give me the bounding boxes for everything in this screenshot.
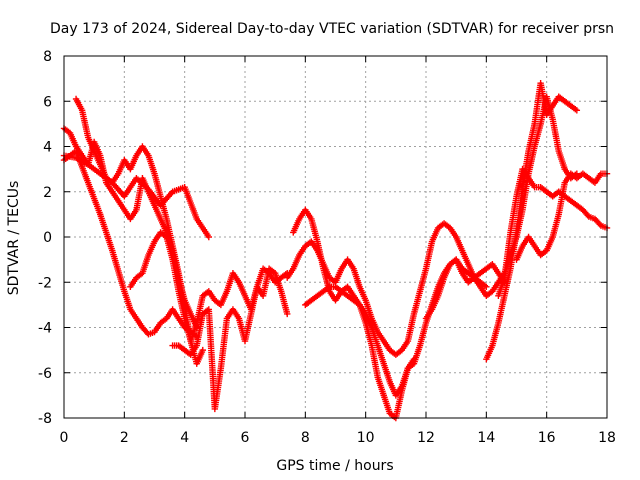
y-tick-label: 2 [43,185,52,201]
x-tick-label: 6 [241,430,250,446]
data-point-marker [199,346,206,354]
data-points [60,79,611,422]
x-axis-label: GPS time / hours [276,458,393,474]
series-track-4 [60,147,200,340]
axis-ticks: 0 2 4 6 8 10 12 14 16 18 -8 -6 -4 -2 0 2 4 6 8 [38,49,616,446]
data-point-marker [584,212,591,219]
series-track-13 [513,170,611,263]
y-tick-label: -2 [38,275,52,291]
x-tick-label: 0 [60,430,69,446]
x-tick-label: 18 [598,430,616,446]
y-tick-label: 4 [43,140,52,156]
x-tick-label: 10 [357,430,375,446]
x-tick-label: 2 [120,430,129,446]
data-point-marker [284,310,291,318]
data-point-marker [205,233,212,241]
data-point-marker [483,283,490,290]
y-tick-label: 6 [43,94,52,110]
x-tick-label: 4 [180,430,189,446]
x-tick-label: 16 [538,430,556,446]
y-tick-label: -4 [38,321,52,337]
series-track-6 [169,265,291,413]
y-tick-label: 8 [43,49,52,65]
data-point-marker [410,355,418,363]
chart-title: Day 173 of 2024, Sidereal Day-to-day VTE… [50,21,614,37]
data-point-marker [573,107,581,114]
series-track-12 [495,165,611,300]
x-tick-label: 14 [477,430,495,446]
x-tick-label: 8 [301,430,310,446]
series-track-11 [483,79,581,363]
x-tick-label: 12 [417,430,435,446]
y-axis-label: SDTVAR / TECUs [6,181,22,296]
data-point-marker [596,221,603,228]
y-tick-label: 0 [43,230,52,246]
plot-frame [63,55,608,419]
y-tick-label: -6 [38,366,52,382]
series-track-9 [302,283,418,399]
y-tick-label: -8 [38,411,52,427]
